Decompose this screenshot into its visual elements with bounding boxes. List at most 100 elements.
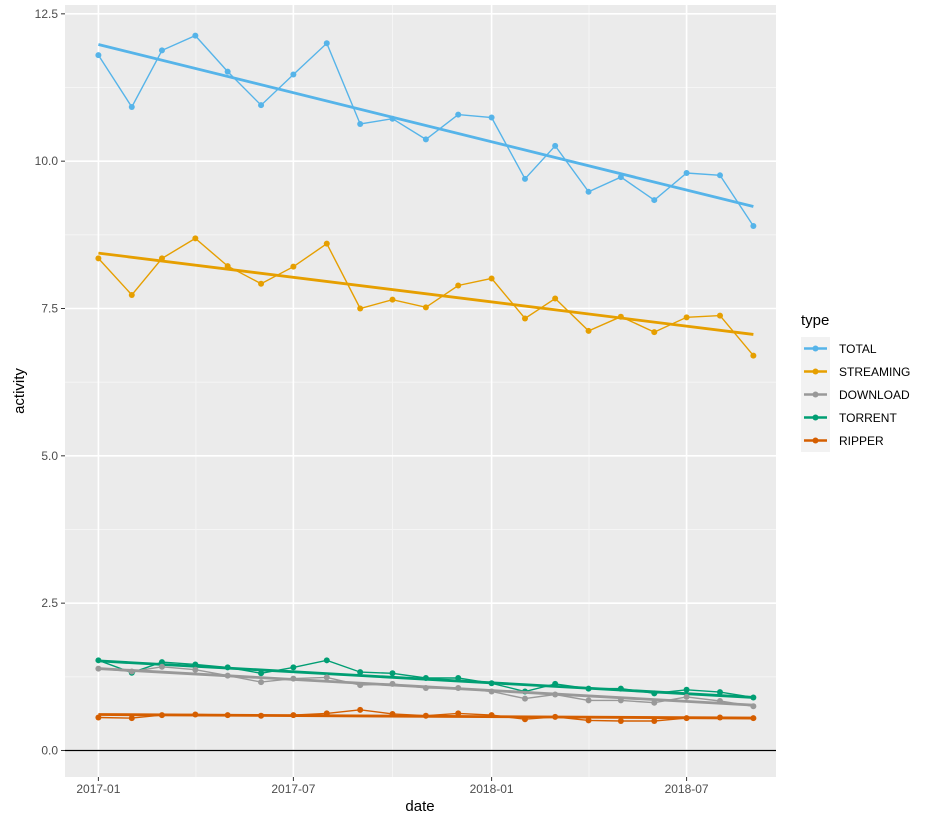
- legend-label: RIPPER: [839, 434, 884, 448]
- legend-item-download: DOWNLOAD: [801, 383, 910, 406]
- data-point-streaming: [552, 295, 559, 302]
- legend-key-point: [812, 368, 819, 375]
- data-point-torrent: [224, 664, 231, 671]
- data-point-torrent: [258, 670, 265, 677]
- legend-label: TORRENT: [839, 411, 897, 425]
- data-point-download: [323, 674, 330, 681]
- data-point-streaming: [128, 291, 135, 298]
- x-axis-title: date: [405, 798, 434, 815]
- data-point-ripper: [323, 710, 330, 717]
- series-download: [95, 663, 757, 710]
- data-point-torrent: [716, 689, 723, 696]
- y-tick-label: 5.0: [41, 449, 58, 463]
- data-point-download: [258, 679, 265, 686]
- panel-background: [65, 5, 776, 777]
- data-point-streaming: [323, 240, 330, 247]
- series-streaming: [95, 235, 757, 359]
- data-point-download: [128, 668, 135, 675]
- series-layer: [95, 32, 757, 725]
- data-point-streaming: [224, 263, 231, 270]
- data-point-total: [488, 114, 495, 121]
- legend-title: type: [801, 312, 829, 329]
- data-point-total: [95, 52, 102, 59]
- data-point-torrent: [455, 674, 462, 681]
- data-point-ripper: [716, 714, 723, 721]
- y-tick-label: 2.5: [41, 596, 58, 610]
- data-point-torrent: [683, 686, 690, 693]
- data-point-streaming: [683, 314, 690, 321]
- data-point-download: [95, 665, 102, 672]
- data-point-download: [158, 663, 165, 670]
- data-point-streaming: [651, 329, 658, 336]
- data-point-total: [290, 71, 297, 78]
- data-point-total: [521, 175, 528, 182]
- data-point-streaming: [95, 255, 102, 262]
- data-point-ripper: [357, 706, 364, 713]
- data-point-total: [683, 169, 690, 176]
- data-point-streaming: [192, 235, 199, 242]
- data-point-download: [651, 699, 658, 706]
- data-point-ripper: [455, 710, 462, 717]
- data-point-ripper: [683, 715, 690, 722]
- legend-label: DOWNLOAD: [839, 388, 910, 402]
- data-point-download: [192, 666, 199, 673]
- legend-key-point: [812, 391, 819, 398]
- data-point-ripper: [128, 715, 135, 722]
- y-axis: 0.0 2.5 5.0 7.5 10.0 12.5: [35, 7, 65, 757]
- legend-item-streaming: STREAMING: [801, 360, 910, 383]
- data-point-download: [389, 680, 396, 687]
- data-point-ripper: [422, 712, 429, 719]
- data-point-download: [552, 691, 559, 698]
- data-point-download: [750, 703, 757, 710]
- y-tick-label: 0.0: [41, 743, 58, 757]
- data-point-torrent: [389, 670, 396, 677]
- data-point-torrent: [158, 659, 165, 666]
- data-point-streaming: [488, 275, 495, 282]
- data-point-torrent: [750, 694, 757, 701]
- legend-item-ripper: RIPPER: [801, 429, 884, 452]
- legend: type TOTAL STREAMING DOWNLOAD TORRENT RIPPER: [801, 312, 910, 452]
- data-point-download: [521, 695, 528, 702]
- data-point-total: [422, 136, 429, 143]
- data-point-streaming: [389, 296, 396, 303]
- data-point-ripper: [192, 711, 199, 718]
- data-point-ripper: [488, 712, 495, 719]
- data-point-download: [357, 682, 364, 689]
- data-point-total: [224, 68, 231, 75]
- data-point-download: [683, 693, 690, 700]
- data-point-ripper: [552, 713, 559, 720]
- y-tick-label: 7.5: [41, 301, 58, 315]
- data-point-total: [455, 111, 462, 118]
- data-point-total: [323, 40, 330, 47]
- data-point-torrent: [651, 690, 658, 697]
- data-point-ripper: [258, 712, 265, 719]
- data-point-total: [585, 188, 592, 195]
- data-point-total: [389, 115, 396, 122]
- legend-key-point: [812, 414, 819, 421]
- trend-line-total: [98, 43, 754, 208]
- data-point-ripper: [158, 712, 165, 719]
- legend-label: TOTAL: [839, 342, 877, 356]
- grid-major-lines: [65, 5, 776, 777]
- data-point-torrent: [585, 685, 592, 692]
- data-point-ripper: [521, 716, 528, 723]
- data-point-streaming: [521, 315, 528, 322]
- y-tick-label: 10.0: [35, 154, 59, 168]
- data-point-torrent: [552, 680, 559, 687]
- y-axis-title: activity: [11, 368, 28, 414]
- trend-line-streaming: [98, 251, 754, 336]
- data-point-torrent: [95, 657, 102, 664]
- data-point-download: [617, 697, 624, 704]
- data-point-ripper: [617, 718, 624, 725]
- data-point-torrent: [488, 680, 495, 687]
- data-point-torrent: [357, 669, 364, 676]
- grid-minor-lines: [65, 5, 776, 777]
- legend-item-torrent: TORRENT: [801, 406, 897, 429]
- data-point-download: [488, 688, 495, 695]
- data-point-total: [258, 102, 265, 109]
- data-point-download: [455, 685, 462, 692]
- data-point-ripper: [95, 714, 102, 721]
- data-point-total: [552, 142, 559, 149]
- data-point-download: [290, 675, 297, 682]
